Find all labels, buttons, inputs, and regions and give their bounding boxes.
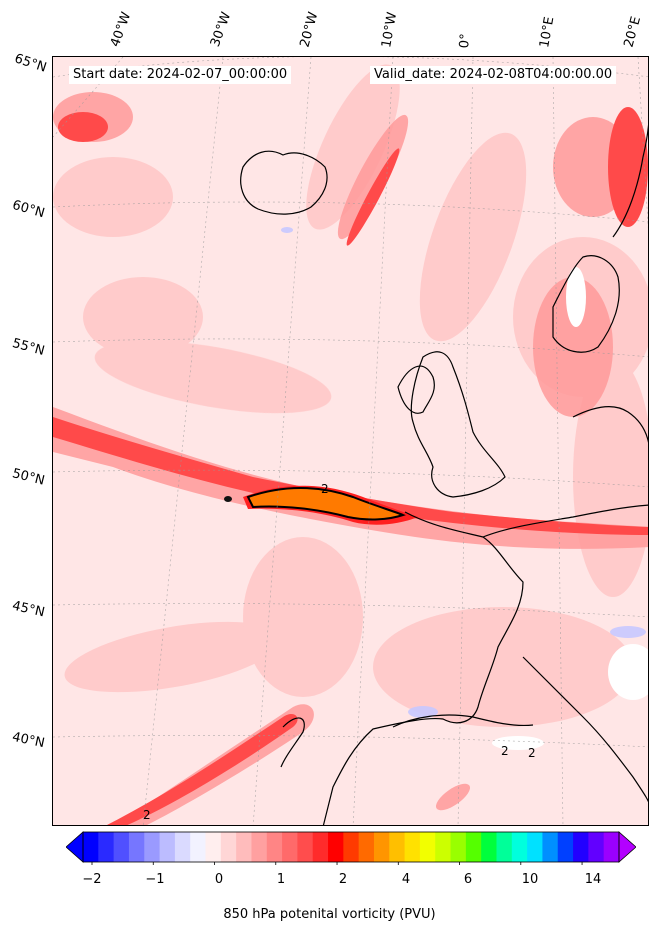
colorbar-cell — [205, 832, 222, 862]
colorbar-cell — [450, 832, 467, 862]
france-iberia-coast — [322, 511, 524, 825]
norway-west-coast — [612, 124, 648, 238]
colorbar-cell — [297, 832, 314, 862]
colorbar-cell — [159, 832, 176, 862]
pv-blank-areas — [492, 267, 648, 750]
contour-label-2-b: 2 — [501, 744, 509, 758]
lon-label-20w: 20°W — [297, 10, 322, 49]
lon-label-10w: 10°W — [379, 11, 401, 50]
colorbar-tick-label: −2 — [82, 872, 102, 887]
pv-high-contours — [53, 107, 648, 825]
colorbar-under-arrow — [66, 831, 84, 863]
pv-low-contours — [53, 64, 648, 727]
colorbar-tick-label: −1 — [145, 872, 165, 887]
colorbar-cell — [573, 832, 589, 862]
azores-coast — [280, 717, 305, 768]
map-panel: 2 2 2 2 — [52, 56, 649, 826]
colorbar-cell — [557, 832, 574, 862]
great-britain-coast — [410, 351, 506, 498]
colorbar-cell — [251, 832, 268, 862]
pv-negative-areas — [281, 227, 646, 718]
lon-label-20e: 20°E — [621, 14, 645, 50]
lon-label-30w: 30°W — [207, 10, 235, 49]
colorbar-cell — [98, 832, 115, 862]
colorbar-cell — [328, 832, 344, 862]
colorbar-cell — [190, 832, 207, 862]
colorbar-tick-label: 1 — [276, 872, 286, 887]
colorbar-title: 850 hPa potenital vorticity (PVU) — [223, 907, 436, 922]
contour-label-2-a: 2 — [321, 482, 329, 496]
colorbar-cell — [419, 832, 436, 862]
lon-label-0: 0° — [457, 32, 474, 49]
colorbar — [66, 831, 636, 865]
italy-coast — [522, 656, 648, 803]
colorbar-over-arrow — [618, 831, 636, 863]
colorbar-cell — [266, 832, 283, 862]
iceland-coast — [240, 150, 328, 215]
baltic-coast — [572, 405, 648, 443]
colorbar-cell — [404, 832, 421, 862]
lat-label-60n: 60°N — [10, 197, 47, 222]
colorbar-cell — [144, 832, 161, 862]
colorbar-cell — [481, 832, 497, 862]
contour-label-2-d: 2 — [143, 808, 151, 822]
colorbar-cell — [236, 832, 252, 862]
contour-label-2-c: 2 — [528, 746, 536, 760]
colorbar-tick-label: 14 — [584, 872, 602, 887]
colorbar-tick-label: 0 — [214, 872, 224, 887]
lon-label-10e: 10°E — [537, 15, 558, 49]
colorbar-tick-label: 6 — [463, 872, 473, 887]
colorbar-tick-label: 10 — [521, 872, 539, 887]
colorbar-cell — [603, 832, 620, 862]
colorbar-cell — [312, 832, 329, 862]
coastlines — [240, 124, 648, 825]
valid-date-label: Valid_date: 2024-02-08T04:00:00.00 — [370, 66, 617, 84]
colorbar-cell — [128, 832, 145, 862]
colorbar-cell — [113, 832, 130, 862]
colorbar-tick-label: 4 — [401, 872, 411, 887]
lat-label-55n: 55°N — [10, 336, 47, 359]
colorbar-cell — [174, 832, 191, 862]
colorbar-outline — [82, 831, 620, 863]
north-africa-coast — [392, 714, 534, 728]
colorbar-tick-label: 2 — [338, 872, 348, 887]
colorbar-cell — [389, 832, 406, 862]
ireland-coast — [397, 365, 435, 414]
colorbar-cell — [465, 832, 482, 862]
colorbar-cell — [358, 832, 375, 862]
colorbar-cell — [282, 832, 298, 862]
colorbar-cell — [496, 832, 513, 862]
colorbar-cell — [542, 832, 559, 862]
pv-max-contours — [224, 485, 418, 525]
colorbar-cell — [373, 832, 390, 862]
colorbar-cell — [588, 832, 605, 862]
lat-label-45n: 45°N — [10, 598, 47, 621]
start-date-label: Start date: 2024-02-07_00:00:00 — [69, 66, 292, 84]
lat-label-65n: 65°N — [12, 51, 49, 76]
colorbar-cell — [83, 832, 99, 862]
lat-label-40n: 40°N — [10, 729, 46, 752]
north-europe-coast — [482, 504, 648, 538]
colorbar-cell — [511, 832, 528, 862]
colorbar-cell — [527, 832, 543, 862]
colorbar-cell — [435, 832, 452, 862]
colorbar-cells — [83, 832, 620, 862]
pv-field-map: 2 2 2 2 — [53, 57, 648, 825]
colorbar-cell — [220, 832, 237, 862]
lat-label-50n: 50°N — [10, 466, 47, 489]
colorbar-ticks — [91, 862, 583, 865]
norway-south-coast — [552, 255, 620, 353]
lon-label-40w: 40°W — [107, 10, 135, 49]
colorbar-cell — [343, 832, 360, 862]
